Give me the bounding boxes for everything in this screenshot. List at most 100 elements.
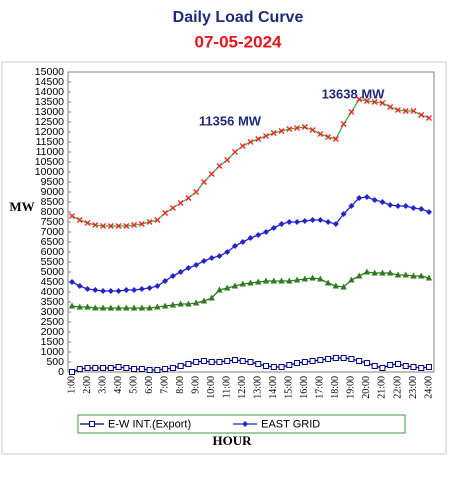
marker [224,249,231,255]
x-tick-label: 9:00 [190,376,201,394]
marker [76,303,83,310]
marker [92,222,99,228]
marker [402,363,409,369]
y-tick-label: 15000 [35,66,64,78]
marker [130,304,138,311]
y-tick-label: 0 [58,366,64,378]
marker [208,294,215,301]
marker [309,358,316,364]
x-tick-label: 22:00 [392,376,403,399]
x-tick-label: 16:00 [299,376,310,399]
x-tick-label: 20:00 [361,376,372,399]
marker [255,361,262,367]
y-tick-label: 12500 [35,116,64,128]
marker [146,304,153,311]
marker [224,284,231,291]
y-tick-label: 6500 [41,236,65,248]
marker [394,203,401,209]
marker [177,200,184,206]
marker [294,360,301,366]
marker [146,367,153,373]
y-tick-label: 500 [46,356,64,368]
marker [69,213,75,219]
marker [418,206,425,212]
x-tick-label: 4:00 [113,376,124,394]
marker [371,99,378,105]
marker [426,209,432,215]
marker [286,277,293,284]
y-axis-label: MW [9,199,34,214]
marker [355,272,363,279]
y-tick-label: 11500 [36,136,65,148]
marker [309,217,316,223]
marker [286,362,293,368]
marker [100,365,107,371]
marker [340,211,347,217]
x-tick-label: 12:00 [237,376,248,399]
marker [270,277,277,284]
y-tick-label: 9500 [41,176,65,188]
marker [69,369,75,375]
x-tick-label: 10:00 [206,376,217,399]
y-tick-label: 6000 [41,246,65,258]
marker [410,364,417,370]
marker [138,304,146,311]
marker [154,367,161,373]
marker [123,365,130,371]
marker [255,232,262,238]
y-tick-label: 10500 [35,156,64,168]
legend-label: E-W INT.(Export) [108,418,191,430]
marker [363,268,371,275]
marker [348,203,355,209]
y-tick-label: 11000 [36,146,65,158]
x-tick-label: 18:00 [330,376,341,399]
y-tick-label: 8500 [41,196,65,208]
marker [231,357,238,363]
legend-items: E-W INT.(Export) EAST GRID [80,418,320,430]
marker [115,304,122,311]
x-tick-label: 5:00 [128,376,139,394]
marker [247,359,254,365]
marker [371,363,378,369]
marker [332,355,339,361]
marker [348,109,355,115]
x-tick-label: 24:00 [423,376,434,399]
x-tick-label: 23:00 [408,376,419,399]
marker [107,365,114,371]
marker [216,286,223,293]
marker [162,278,169,284]
marker [100,223,107,229]
marker [115,223,122,229]
marker [309,274,316,281]
y-tick-label: 14000 [35,86,64,98]
marker [185,300,192,307]
marker [410,272,417,279]
marker [255,136,262,142]
marker [200,358,207,364]
marker [402,271,409,278]
x-tick-label: 7:00 [159,376,170,394]
marker [92,365,99,371]
marker [200,179,207,185]
marker [301,275,309,282]
x-tick-label: 11:00 [222,376,233,398]
marker [84,286,91,292]
marker [348,356,355,362]
x-tick-label: 19:00 [346,376,357,399]
marker [107,223,114,229]
marker [426,115,432,121]
y-tick-label: 3000 [41,306,65,318]
marker [208,359,215,365]
marker [123,223,130,229]
marker [146,285,153,291]
marker [231,282,239,289]
marker [278,221,285,227]
marker [379,269,386,276]
marker [100,288,107,294]
marker [356,195,363,201]
marker [247,279,254,286]
marker [425,274,433,281]
y-tick-label: 1500 [41,336,65,348]
marker [263,229,270,235]
marker [138,286,145,292]
